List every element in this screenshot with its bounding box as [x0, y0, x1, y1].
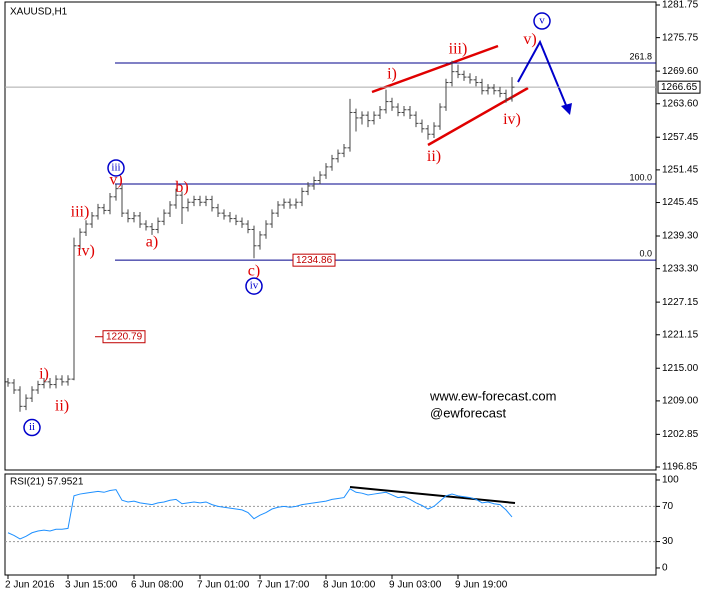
wave-label: iv [250, 280, 259, 292]
y-tick-label: 1245.45 [662, 197, 699, 208]
wave-label: b) [175, 179, 188, 196]
x-tick-label: 7 Jun 17:00 [257, 580, 310, 591]
y-tick-label: 1202.85 [662, 429, 699, 440]
y-tick-label: 100 [662, 475, 679, 486]
wave-label: iii [111, 162, 120, 174]
price-label-box [102, 330, 146, 344]
wave-label: iv) [77, 242, 95, 259]
y-tick-label: 1257.45 [662, 132, 699, 143]
rsi-title: RSI(21) 57.9521 [10, 477, 84, 488]
x-tick-label: 7 Jun 01:00 [197, 580, 250, 591]
wave-label: v) [523, 31, 536, 48]
wave-circle [107, 159, 125, 177]
y-tick-label: 1269.60 [662, 66, 699, 77]
wave-circle [23, 418, 41, 437]
x-tick-label: 8 Jun 10:00 [323, 580, 376, 591]
wave-label: i) [387, 66, 397, 83]
y-tick-label: 1233.30 [662, 263, 699, 274]
x-tick-label: 9 Jun 19:00 [455, 580, 508, 591]
y-tick-label: 0 [662, 563, 668, 574]
y-tick-label: 1239.30 [662, 231, 699, 242]
y-tick-label: 1263.60 [662, 98, 699, 109]
wave-label: a) [146, 234, 158, 251]
y-tick-label: 1227.15 [662, 297, 699, 308]
fib-label: 261.8 [629, 51, 652, 61]
fib-label: 100.0 [629, 172, 652, 182]
last-price-label: 1266.65 [661, 82, 698, 93]
watermark: www.ew-forecast.com [429, 388, 556, 403]
wave-circle [533, 12, 551, 30]
fib-label: 0.0 [639, 249, 652, 259]
wave-label: v [539, 15, 545, 27]
price-label: 1234.86 [296, 255, 333, 266]
wave-circle [245, 277, 263, 295]
wave-label: iii) [449, 41, 468, 58]
x-tick-label: 9 Jun 03:00 [389, 580, 442, 591]
wave-label: i) [39, 365, 49, 382]
x-tick-label: 6 Jun 08:00 [131, 580, 184, 591]
wedge-line [427, 86, 529, 147]
rsi-pane [4, 473, 657, 576]
x-tick-label: 2 Jun 2016 [5, 580, 55, 591]
wave-label: iv) [503, 111, 521, 128]
x-tick-label: 3 Jun 15:00 [65, 580, 118, 591]
wave-label: c) [248, 263, 260, 280]
y-tick-label: 1209.00 [662, 396, 699, 407]
y-tick-label: 1281.75 [662, 0, 699, 11]
wedge-line [371, 44, 499, 94]
divergence-line [349, 486, 516, 504]
wave-label: ii [29, 421, 35, 433]
y-tick-label: 30 [662, 536, 674, 547]
last-price-box [657, 80, 701, 94]
rsi-line [7, 488, 513, 540]
wave-label: ii) [427, 148, 441, 165]
wave-label: ii) [55, 398, 69, 415]
y-tick-label: 1215.00 [662, 363, 699, 374]
y-tick-label: 1275.75 [662, 32, 699, 43]
y-tick-label: 1196.85 [662, 462, 698, 473]
y-tick-label: 1221.15 [662, 329, 699, 340]
price-label: 1220.79 [106, 331, 143, 342]
arrow-head [561, 103, 572, 115]
wave-label: iii) [71, 203, 90, 220]
y-tick-label: 70 [662, 501, 674, 512]
chart-title: XAUUSD,H1 [10, 7, 68, 18]
watermark: @ewforecast [430, 405, 506, 420]
y-tick-label: 1251.45 [662, 165, 699, 176]
price-label-box [292, 253, 336, 267]
